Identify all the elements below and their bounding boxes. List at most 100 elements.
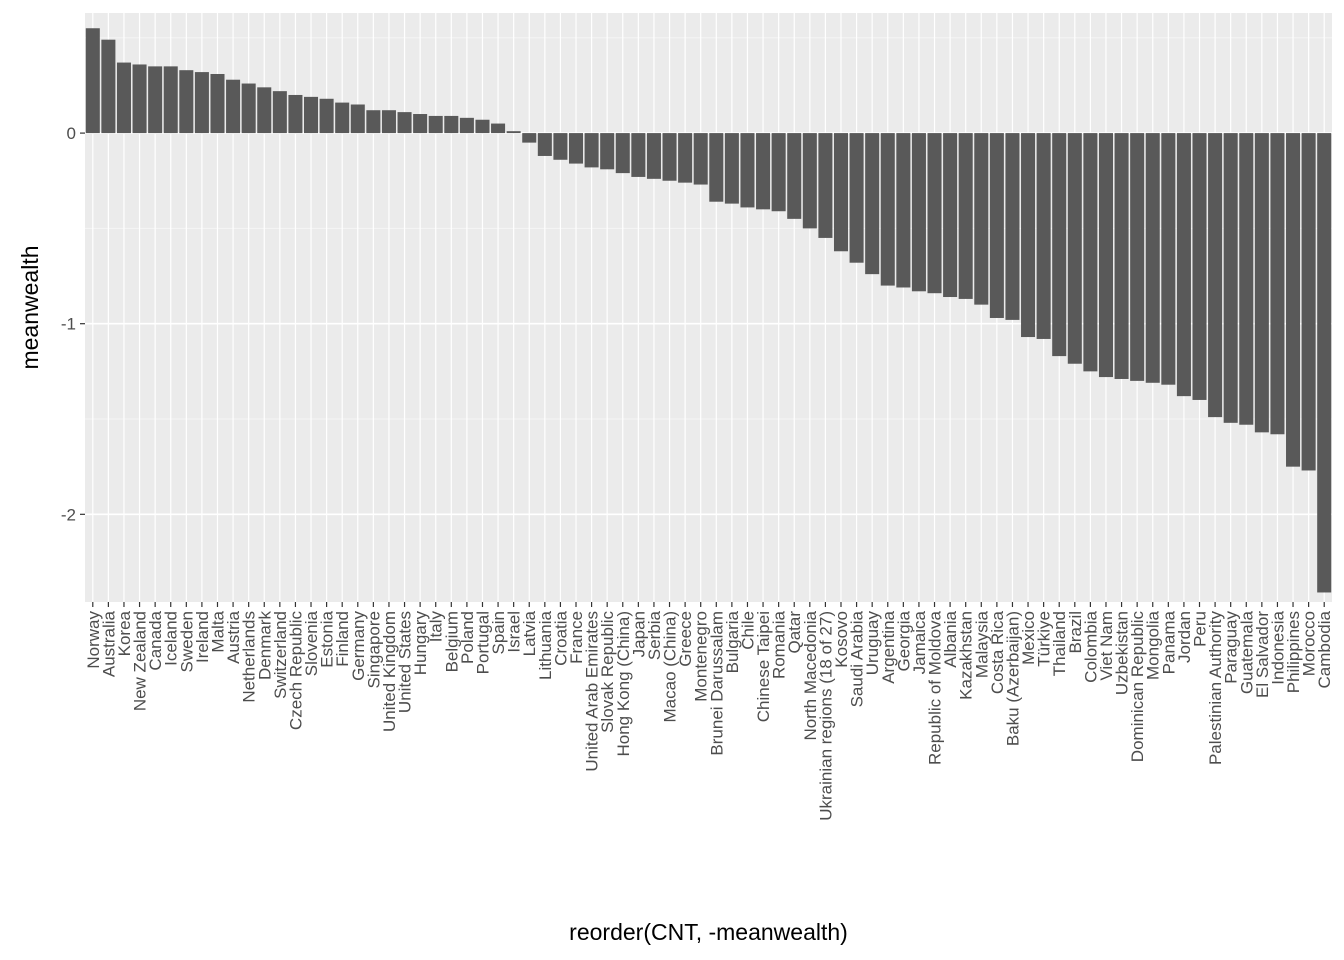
x-tick-label: Palestinian Authority xyxy=(1206,611,1225,766)
bar xyxy=(600,133,615,170)
bar xyxy=(927,133,942,294)
bar xyxy=(818,133,833,238)
x-tick-label: Indonesia xyxy=(1268,610,1287,684)
bar xyxy=(428,115,443,134)
x-tick-label: Hong Kong (China) xyxy=(614,611,633,757)
bar xyxy=(381,110,396,134)
bar xyxy=(646,133,661,179)
bar xyxy=(101,39,116,134)
bar xyxy=(709,133,724,202)
x-tick-label: Norway xyxy=(84,611,103,669)
x-tick-label: Brazil xyxy=(1066,611,1085,654)
bar xyxy=(724,133,739,204)
bar xyxy=(413,114,428,134)
x-tick-label: Qatar xyxy=(785,611,804,654)
bar xyxy=(163,66,178,134)
x-tick-label: Sweden xyxy=(177,611,196,672)
bar xyxy=(1317,133,1332,593)
x-tick-label: Dominican Republic xyxy=(1128,611,1147,763)
x-tick-label: Hungary xyxy=(411,611,430,676)
bar xyxy=(272,91,287,134)
bar xyxy=(740,133,755,208)
bar xyxy=(989,133,1004,318)
bar xyxy=(459,117,474,134)
x-tick-label: United Arab Emirates xyxy=(583,611,602,772)
x-tick-label: Panama xyxy=(1159,610,1178,674)
bar xyxy=(693,133,708,185)
x-tick-label: Finland xyxy=(333,611,352,667)
bar xyxy=(833,133,849,252)
x-tick-label: Romania xyxy=(770,610,789,679)
bar xyxy=(1192,133,1207,400)
x-tick-label: Singapore xyxy=(364,611,383,689)
x-tick-label: Denmark xyxy=(255,611,274,680)
x-tick-label: Slovak Republic xyxy=(598,611,617,733)
bar xyxy=(148,66,163,134)
x-tick-label: Türkiye xyxy=(1035,611,1054,667)
x-axis-title: reorder(CNT, -meanwealth) xyxy=(569,919,848,945)
x-tick-label: Montenegro xyxy=(692,611,711,702)
bar xyxy=(1301,133,1316,471)
bar xyxy=(1239,133,1254,425)
x-tick-label: Bulgaria xyxy=(723,610,742,673)
bar xyxy=(958,133,973,299)
x-tick-label: Latvia xyxy=(520,610,539,656)
x-tick-label: Guatemala xyxy=(1237,610,1256,694)
x-tick-label: Portugal xyxy=(473,611,492,674)
x-tick-label: Italy xyxy=(427,611,446,643)
bar xyxy=(397,112,412,134)
x-tick-label: Chinese Taipei xyxy=(754,611,773,722)
bar xyxy=(1114,133,1129,379)
x-tick-label: Croatia xyxy=(551,610,570,665)
x-tick-label: Chile xyxy=(738,611,757,650)
x-tick-label: Uruguay xyxy=(863,611,882,676)
bar xyxy=(911,133,926,292)
x-tick-label: Jamaica xyxy=(910,610,929,674)
x-tick-label: Spain xyxy=(489,611,508,654)
x-tick-label: Canada xyxy=(146,610,165,670)
x-tick-label: Czech Republic xyxy=(286,611,305,731)
bar xyxy=(226,79,241,134)
bar xyxy=(1098,133,1113,378)
bar xyxy=(350,104,365,134)
bar xyxy=(1130,133,1145,381)
x-tick-label: Israel xyxy=(505,611,524,653)
x-tick-label: New Zealand xyxy=(131,611,150,711)
x-tick-label: Kosovo xyxy=(832,611,851,668)
bar xyxy=(444,115,459,134)
x-tick-label: Kazakhstan xyxy=(957,611,976,700)
bar xyxy=(335,102,350,134)
bar xyxy=(537,133,552,156)
y-tick-label: -2 xyxy=(61,505,76,524)
bar xyxy=(943,133,958,298)
bar xyxy=(179,70,194,134)
x-tick-label: Lithuania xyxy=(536,610,555,680)
bar xyxy=(319,98,334,134)
x-tick-label: Estonia xyxy=(318,610,337,667)
bar xyxy=(288,94,303,134)
x-tick-label: Australia xyxy=(99,610,118,677)
bar xyxy=(522,133,537,143)
x-tick-label: Macao (China) xyxy=(661,611,680,723)
bar xyxy=(1145,133,1160,383)
x-tick-label: Ireland xyxy=(193,611,212,663)
bar xyxy=(1005,133,1020,320)
bar xyxy=(631,133,646,177)
bar xyxy=(1036,133,1051,339)
bar xyxy=(662,133,677,181)
bar xyxy=(756,133,771,210)
bar xyxy=(678,133,693,183)
x-tick-label: Cambodia xyxy=(1315,610,1334,688)
x-tick-label: Mongolia xyxy=(1144,610,1163,680)
x-tick-label: Brunei Darussalam xyxy=(707,611,726,756)
y-axis-title: meanwealth xyxy=(17,245,43,369)
x-tick-label: Malaysia xyxy=(972,610,991,678)
bar xyxy=(974,133,989,305)
x-tick-label: United Kingdom xyxy=(380,611,399,732)
bar xyxy=(1161,133,1176,385)
x-tick-label: Greece xyxy=(676,611,695,667)
x-tick-label: Slovenia xyxy=(302,610,321,676)
bar xyxy=(1083,133,1098,372)
